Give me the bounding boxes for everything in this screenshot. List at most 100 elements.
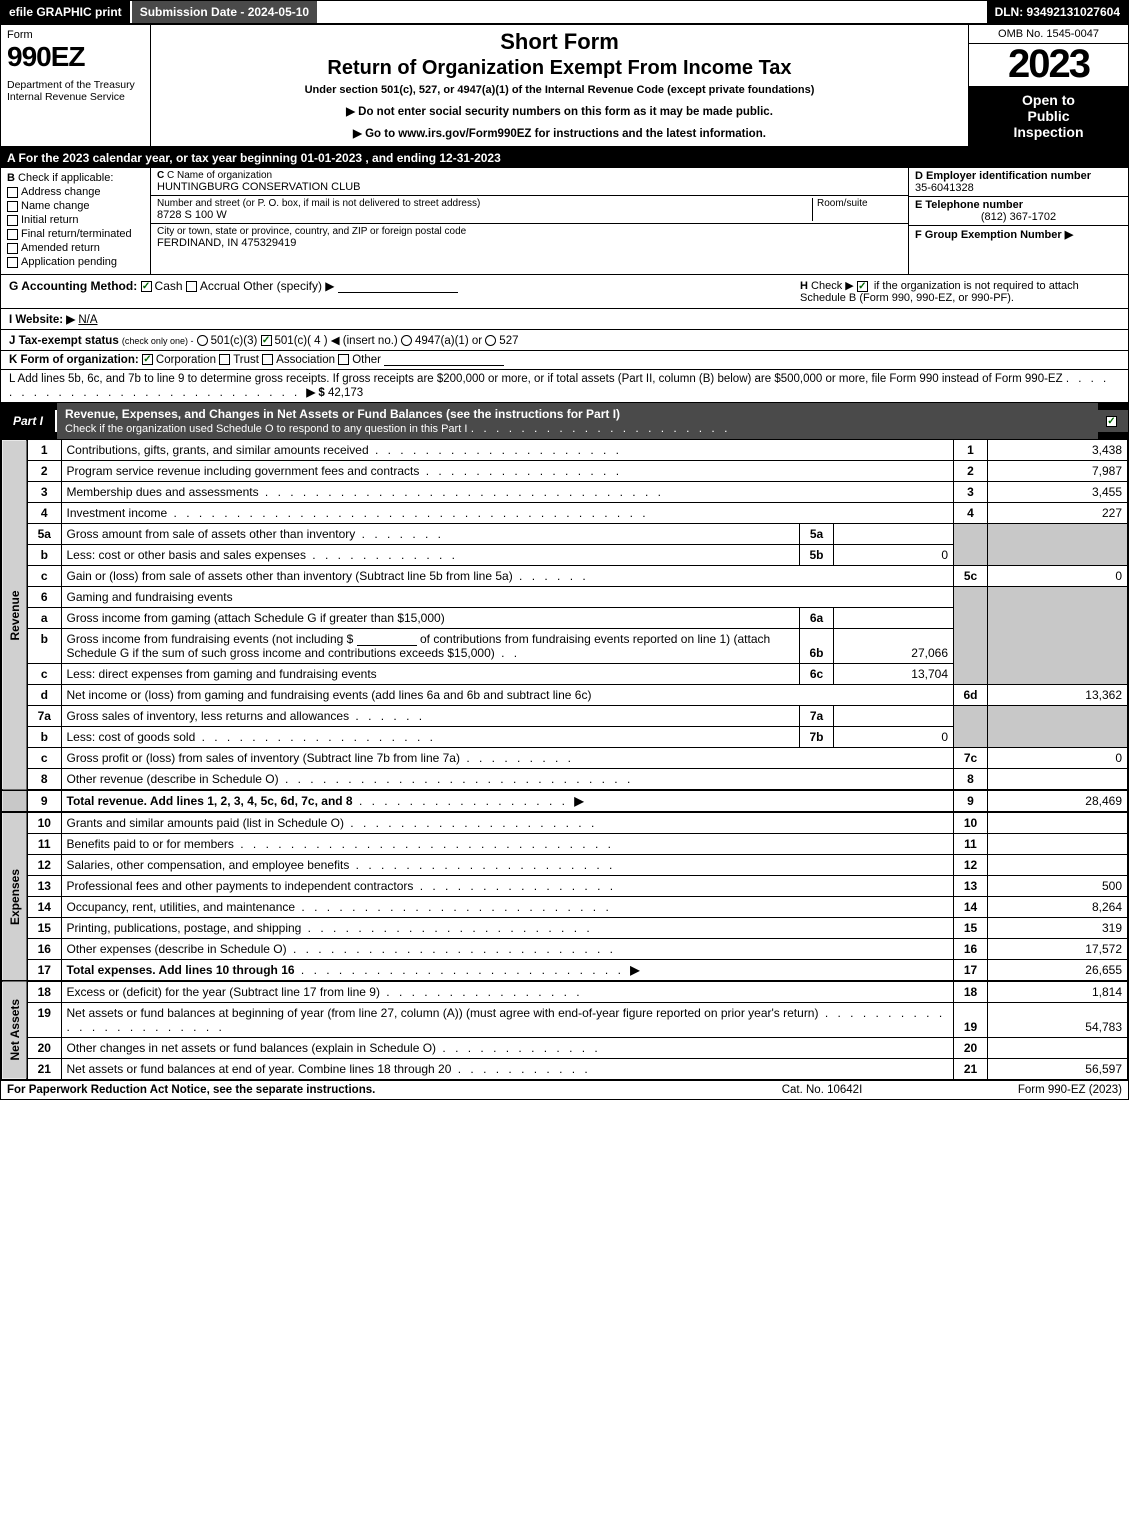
- amt-13: 500: [988, 876, 1128, 897]
- form-label: Form: [7, 29, 144, 41]
- amt-4: 227: [988, 503, 1128, 524]
- chk-final-return[interactable]: Final return/terminated: [7, 228, 144, 240]
- top-bar: efile GRAPHIC print Submission Date - 20…: [1, 1, 1128, 25]
- sublno-5b: 5b: [800, 545, 834, 566]
- rno-2: 2: [954, 461, 988, 482]
- part-1-subtitle: Check if the organization used Schedule …: [65, 423, 467, 435]
- chk-application-pending[interactable]: Application pending: [7, 256, 144, 268]
- row-7c: c Gross profit or (loss) from sales of i…: [2, 748, 1128, 769]
- section-d-e-f: D Employer identification number 35-6041…: [908, 168, 1128, 274]
- form-title-short: Short Form: [159, 29, 960, 55]
- rdo-527[interactable]: [485, 335, 496, 346]
- chk-amended-return[interactable]: Amended return: [7, 242, 144, 254]
- lno-6: 6: [27, 587, 61, 608]
- desc-6d: Net income or (loss) from gaming and fun…: [67, 688, 592, 702]
- chk-schedule-b-not-required[interactable]: [857, 281, 868, 292]
- row-1: Revenue 1 Contributions, gifts, grants, …: [2, 440, 1128, 461]
- row-13: 13 Professional fees and other payments …: [2, 876, 1128, 897]
- ein-value: 35-6041328: [915, 182, 1122, 194]
- g-accounting-method: G Accounting Method: Cash Accrual Other …: [9, 279, 800, 304]
- sublno-6b: 6b: [800, 629, 834, 664]
- chk-association[interactable]: [262, 354, 273, 365]
- desc-6: Gaming and fundraising events: [61, 587, 954, 608]
- row-21: 21 Net assets or fund balances at end of…: [2, 1059, 1128, 1080]
- website-value: N/A: [78, 314, 97, 326]
- efile-print-button[interactable]: efile GRAPHIC print: [1, 1, 132, 23]
- rno-10: 10: [954, 812, 988, 834]
- desc-7a: Gross sales of inventory, less returns a…: [67, 709, 350, 723]
- submission-date-field: Submission Date - 2024-05-10: [132, 1, 319, 23]
- form-990ez-page: efile GRAPHIC print Submission Date - 20…: [0, 0, 1129, 1100]
- h-schedule-b: H Check ▶ if the organization is not req…: [800, 279, 1120, 304]
- desc-7c: Gross profit or (loss) from sales of inv…: [67, 751, 460, 765]
- lno-6d: d: [27, 685, 61, 706]
- sublno-5a: 5a: [800, 524, 834, 545]
- row-5a: 5a Gross amount from sale of assets othe…: [2, 524, 1128, 545]
- lbl-cash: Cash: [155, 279, 183, 293]
- open-line3: Inspection: [973, 124, 1124, 140]
- subamt-6c: 13,704: [834, 664, 954, 685]
- lbl-501c: 501(c)( 4 ) ◀ (insert no.): [275, 335, 398, 347]
- row-ein: D Employer identification number 35-6041…: [909, 168, 1128, 197]
- subamt-6b: 27,066: [834, 629, 954, 664]
- rno-18: 18: [954, 981, 988, 1003]
- lno-5c: c: [27, 566, 61, 587]
- chk-name-change[interactable]: Name change: [7, 200, 144, 212]
- open-line1: Open to: [973, 92, 1124, 108]
- arrow-17: ▶: [630, 963, 639, 977]
- amt-19: 54,783: [988, 1003, 1128, 1038]
- row-20: 20 Other changes in net assets or fund b…: [2, 1038, 1128, 1059]
- rdo-4947[interactable]: [401, 335, 412, 346]
- chk-501c[interactable]: [261, 335, 272, 346]
- chk-trust[interactable]: [219, 354, 230, 365]
- rno-16: 16: [954, 939, 988, 960]
- section-c: C C Name of organization HUNTINGBURG CON…: [151, 168, 908, 274]
- form-instructions-link[interactable]: ▶ Go to www.irs.gov/Form990EZ for instru…: [159, 126, 960, 140]
- lno-13: 13: [27, 876, 61, 897]
- lno-19: 19: [27, 1003, 61, 1038]
- sublno-6a: 6a: [800, 608, 834, 629]
- other-specify-input[interactable]: [338, 281, 458, 293]
- rno-5ab-shaded: [954, 524, 988, 566]
- j-tax-exempt-row: J Tax-exempt status (check only one) - 5…: [1, 330, 1128, 351]
- section-b-c-d: B Check if applicable: Address change Na…: [1, 168, 1128, 275]
- rdo-501c3[interactable]: [197, 335, 208, 346]
- chk-cash[interactable]: [141, 281, 152, 292]
- desc-1: Contributions, gifts, grants, and simila…: [67, 443, 369, 457]
- part-1-schedule-o-chk[interactable]: [1098, 410, 1128, 432]
- amt-17: 26,655: [988, 960, 1128, 982]
- part-1-title: Revenue, Expenses, and Changes in Net As…: [57, 403, 1098, 439]
- amt-7ab-shaded: [988, 706, 1128, 748]
- lbl-accrual: Accrual: [200, 279, 240, 293]
- form-title-main: Return of Organization Exempt From Incom…: [159, 57, 960, 80]
- row-19: 19 Net assets or fund balances at beginn…: [2, 1003, 1128, 1038]
- lno-5a: 5a: [27, 524, 61, 545]
- 6b-amount-input[interactable]: [357, 634, 417, 646]
- side-net-assets: Net Assets: [2, 981, 28, 1080]
- sublno-7b: 7b: [800, 727, 834, 748]
- row-12: 12 Salaries, other compensation, and emp…: [2, 855, 1128, 876]
- row-5c: c Gain or (loss) from sale of assets oth…: [2, 566, 1128, 587]
- lno-7c: c: [27, 748, 61, 769]
- subamt-6a: [834, 608, 954, 629]
- chk-initial-return[interactable]: Initial return: [7, 214, 144, 226]
- e-label: E Telephone number: [915, 199, 1122, 211]
- rno-13: 13: [954, 876, 988, 897]
- chk-other-org[interactable]: [338, 354, 349, 365]
- amt-10: [988, 812, 1128, 834]
- amt-6d: 13,362: [988, 685, 1128, 706]
- chk-corporation[interactable]: [142, 354, 153, 365]
- k-label: K Form of organization:: [9, 354, 139, 366]
- chk-address-change[interactable]: Address change: [7, 186, 144, 198]
- desc-16: Other expenses (describe in Schedule O): [67, 942, 287, 956]
- other-org-input[interactable]: [384, 354, 504, 366]
- chk-accrual[interactable]: [186, 281, 197, 292]
- desc-10: Grants and similar amounts paid (list in…: [67, 816, 344, 830]
- row-18: Net Assets 18 Excess or (deficit) for th…: [2, 981, 1128, 1003]
- amt-1: 3,438: [988, 440, 1128, 461]
- open-line2: Public: [973, 108, 1124, 124]
- row-phone: E Telephone number (812) 367-1702: [909, 197, 1128, 226]
- amt-9: 28,469: [988, 790, 1128, 812]
- header-right: OMB No. 1545-0047 2023 Open to Public In…: [968, 25, 1128, 146]
- lno-16: 16: [27, 939, 61, 960]
